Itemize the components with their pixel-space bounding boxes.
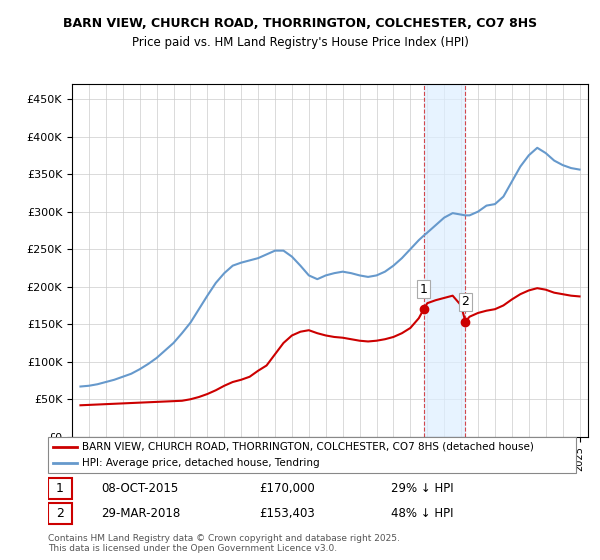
Text: 2: 2	[461, 295, 469, 308]
FancyBboxPatch shape	[48, 478, 72, 498]
Text: 1: 1	[420, 283, 428, 296]
Text: 48% ↓ HPI: 48% ↓ HPI	[391, 507, 454, 520]
Text: 29% ↓ HPI: 29% ↓ HPI	[391, 482, 454, 494]
Text: 29-MAR-2018: 29-MAR-2018	[101, 507, 180, 520]
Text: Price paid vs. HM Land Registry's House Price Index (HPI): Price paid vs. HM Land Registry's House …	[131, 36, 469, 49]
Text: BARN VIEW, CHURCH ROAD, THORRINGTON, COLCHESTER, CO7 8HS: BARN VIEW, CHURCH ROAD, THORRINGTON, COL…	[63, 17, 537, 30]
Text: £153,403: £153,403	[259, 507, 315, 520]
Text: HPI: Average price, detached house, Tendring: HPI: Average price, detached house, Tend…	[82, 458, 320, 468]
Text: 2: 2	[56, 507, 64, 520]
Text: 1: 1	[56, 482, 64, 494]
Text: £170,000: £170,000	[259, 482, 315, 494]
FancyBboxPatch shape	[48, 437, 576, 473]
Bar	[424, 84, 466, 437]
Text: 08-OCT-2015: 08-OCT-2015	[101, 482, 178, 494]
FancyBboxPatch shape	[48, 503, 72, 524]
Text: Contains HM Land Registry data © Crown copyright and database right 2025.
This d: Contains HM Land Registry data © Crown c…	[48, 534, 400, 553]
Text: BARN VIEW, CHURCH ROAD, THORRINGTON, COLCHESTER, CO7 8HS (detached house): BARN VIEW, CHURCH ROAD, THORRINGTON, COL…	[82, 442, 534, 452]
